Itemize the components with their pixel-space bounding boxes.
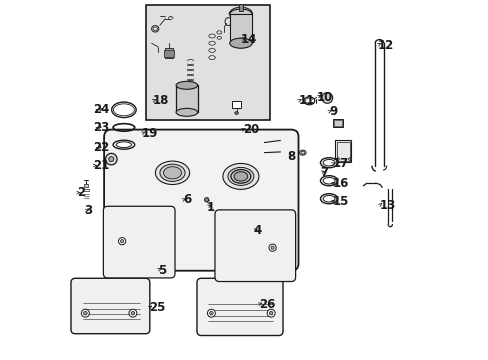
Ellipse shape bbox=[270, 246, 274, 249]
Ellipse shape bbox=[120, 240, 123, 243]
Ellipse shape bbox=[108, 157, 114, 162]
Text: 5: 5 bbox=[158, 264, 166, 276]
Ellipse shape bbox=[113, 140, 134, 149]
Text: 16: 16 bbox=[332, 177, 348, 190]
Text: 20: 20 bbox=[242, 123, 259, 136]
Ellipse shape bbox=[116, 142, 131, 148]
Text: 2: 2 bbox=[77, 186, 85, 199]
Bar bbox=[163, 50, 174, 57]
Bar bbox=[84, 184, 88, 187]
Text: 15: 15 bbox=[332, 195, 348, 208]
Text: 24: 24 bbox=[93, 103, 109, 116]
Ellipse shape bbox=[155, 161, 189, 184]
Ellipse shape bbox=[234, 172, 247, 181]
Ellipse shape bbox=[320, 176, 337, 186]
Ellipse shape bbox=[111, 102, 136, 118]
Ellipse shape bbox=[234, 112, 238, 114]
Text: 18: 18 bbox=[152, 94, 169, 107]
Text: 17: 17 bbox=[332, 157, 348, 170]
Ellipse shape bbox=[323, 195, 334, 202]
Text: 22: 22 bbox=[93, 141, 109, 154]
Text: 12: 12 bbox=[377, 39, 393, 51]
Text: 6: 6 bbox=[183, 193, 191, 206]
Bar bbox=[145, 5, 270, 120]
Text: 7: 7 bbox=[320, 166, 327, 179]
Ellipse shape bbox=[269, 311, 272, 315]
Ellipse shape bbox=[129, 309, 137, 317]
Ellipse shape bbox=[131, 311, 134, 315]
Ellipse shape bbox=[209, 311, 213, 315]
Bar bbox=[238, 4, 243, 11]
Ellipse shape bbox=[81, 309, 89, 317]
Ellipse shape bbox=[321, 93, 332, 103]
Text: 25: 25 bbox=[149, 301, 165, 314]
Text: 23: 23 bbox=[93, 121, 109, 134]
FancyBboxPatch shape bbox=[104, 130, 298, 271]
Text: 21: 21 bbox=[93, 159, 109, 172]
FancyBboxPatch shape bbox=[215, 210, 295, 282]
Ellipse shape bbox=[176, 108, 197, 116]
Text: 14: 14 bbox=[241, 33, 257, 46]
Text: 26: 26 bbox=[258, 298, 275, 311]
Ellipse shape bbox=[266, 309, 275, 317]
Ellipse shape bbox=[207, 309, 215, 317]
Ellipse shape bbox=[323, 159, 334, 166]
FancyBboxPatch shape bbox=[197, 278, 283, 336]
Bar bbox=[176, 85, 197, 112]
Ellipse shape bbox=[320, 158, 337, 168]
Ellipse shape bbox=[348, 158, 351, 161]
Text: 10: 10 bbox=[316, 91, 332, 104]
Ellipse shape bbox=[83, 311, 87, 315]
Ellipse shape bbox=[227, 167, 253, 185]
Bar bbox=[229, 14, 251, 43]
Text: 9: 9 bbox=[328, 105, 337, 118]
Bar bbox=[336, 142, 349, 161]
Ellipse shape bbox=[176, 81, 197, 89]
FancyBboxPatch shape bbox=[103, 206, 175, 278]
Ellipse shape bbox=[163, 167, 181, 179]
Text: 11: 11 bbox=[298, 94, 314, 107]
Text: 1: 1 bbox=[206, 201, 214, 213]
Bar bbox=[333, 120, 342, 126]
Ellipse shape bbox=[231, 170, 249, 183]
Ellipse shape bbox=[118, 238, 125, 245]
Text: 3: 3 bbox=[84, 204, 92, 217]
Bar bbox=[83, 189, 88, 191]
Ellipse shape bbox=[229, 38, 251, 48]
Ellipse shape bbox=[336, 158, 339, 161]
Ellipse shape bbox=[323, 177, 334, 184]
FancyBboxPatch shape bbox=[71, 278, 149, 334]
Ellipse shape bbox=[204, 198, 208, 202]
Ellipse shape bbox=[320, 194, 337, 204]
Ellipse shape bbox=[268, 244, 276, 251]
Text: 19: 19 bbox=[142, 127, 158, 140]
Ellipse shape bbox=[223, 163, 258, 189]
Ellipse shape bbox=[160, 164, 185, 181]
Ellipse shape bbox=[299, 150, 305, 155]
Ellipse shape bbox=[105, 153, 117, 165]
Bar bbox=[232, 101, 241, 108]
Text: 8: 8 bbox=[287, 150, 295, 163]
Bar bbox=[332, 119, 343, 127]
Text: 13: 13 bbox=[379, 199, 395, 212]
Text: 4: 4 bbox=[253, 224, 261, 237]
Bar bbox=[165, 48, 172, 58]
Ellipse shape bbox=[229, 9, 251, 20]
Ellipse shape bbox=[230, 170, 250, 183]
Bar bbox=[335, 140, 351, 162]
